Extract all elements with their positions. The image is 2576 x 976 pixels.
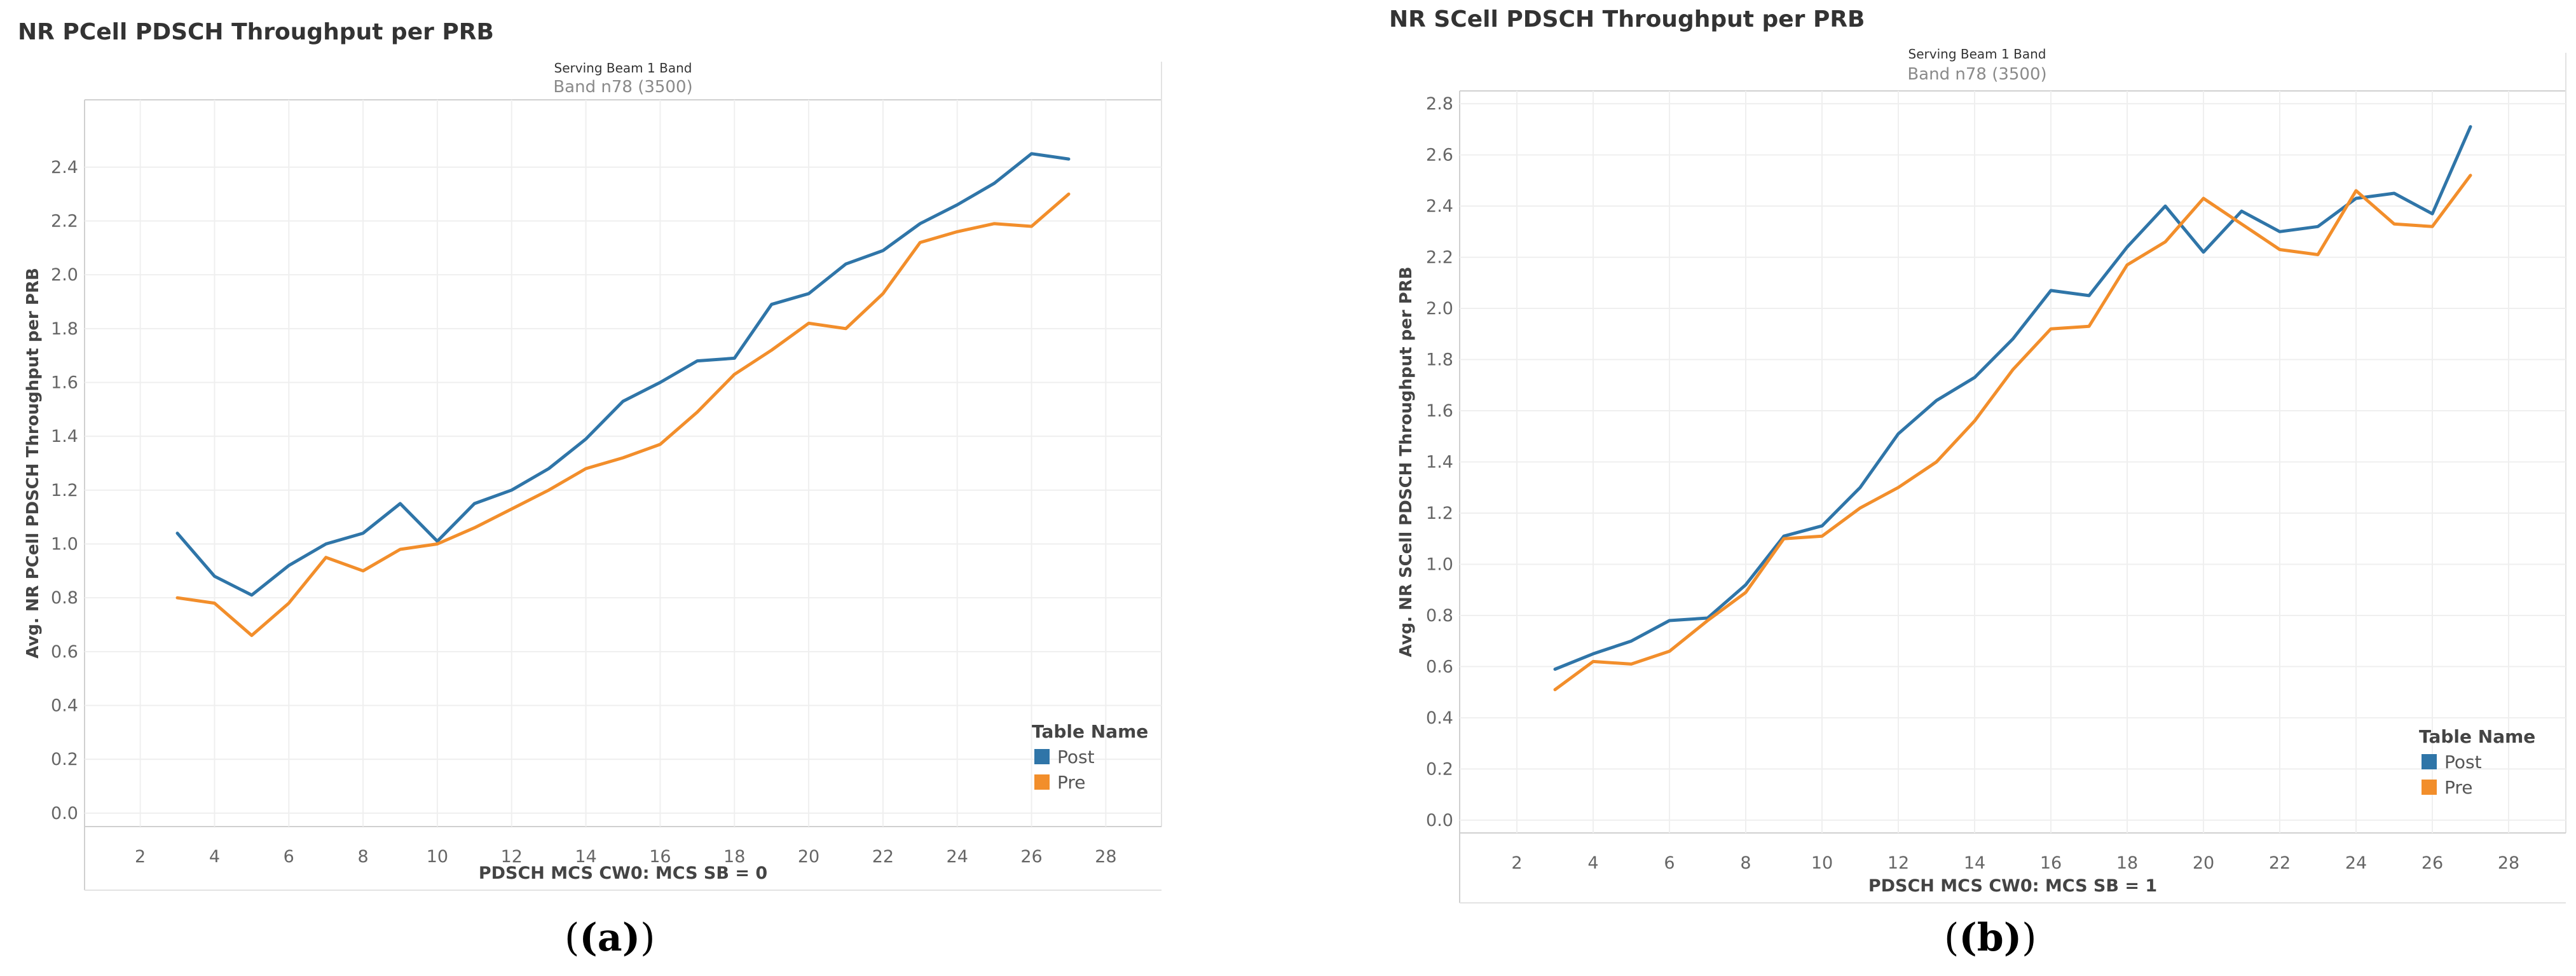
- x-tick-label: 10: [1811, 853, 1833, 873]
- y-tick-label: 0.6: [51, 642, 78, 662]
- x-tick-label: 14: [1964, 853, 1985, 873]
- series-line-post: [175, 152, 1071, 597]
- legend-label-post: Post: [2444, 752, 2482, 773]
- legend-swatch-pre: [1034, 774, 1050, 790]
- y-tick-label: 0.8: [1426, 606, 1453, 626]
- y-tick-label: 0.0: [51, 804, 78, 823]
- x-tick-label: 20: [2193, 853, 2214, 873]
- chart-panel-a: NR PCell PDSCH Throughput per PRB Servin…: [0, 0, 1246, 976]
- x-tick-label: 2: [1511, 853, 1522, 873]
- y-tick-label: 0.0: [1426, 811, 1453, 830]
- y-tick-label: 1.6: [1426, 401, 1453, 421]
- y-tick-label: 2.2: [1426, 248, 1453, 268]
- legend-label-pre: Pre: [1057, 772, 1086, 793]
- x-tick-label: 24: [947, 847, 968, 867]
- x-axis-title: PDSCH MCS CW0: MCS SB = 1: [1868, 876, 2157, 896]
- x-tick-label: 16: [649, 847, 671, 867]
- series-line-post: [1553, 125, 2472, 671]
- chart-title: NR SCell PDSCH Throughput per PRB: [1389, 6, 1865, 32]
- panel-caption-b: ((b)): [1944, 916, 2037, 960]
- y-tick-label: 2.6: [1426, 146, 1453, 165]
- y-tick-label: 0.2: [51, 750, 78, 769]
- y-tick-label: 1.4: [51, 427, 78, 446]
- x-tick-label: 12: [501, 847, 523, 867]
- x-tick-label: 22: [872, 847, 894, 867]
- x-tick-label: 18: [723, 847, 745, 867]
- y-tick-label: 1.0: [51, 535, 78, 554]
- x-tick-label: 22: [2269, 853, 2291, 873]
- y-axis-title: Avg. NR SCell PDSCH Throughput per PRB: [1397, 266, 1416, 657]
- x-tick-label: 28: [2498, 853, 2519, 873]
- header-band: Band n78 (3500): [553, 78, 693, 97]
- caption-letter: (a): [579, 916, 641, 960]
- header-label: Serving Beam 1 Band: [1908, 46, 2046, 62]
- y-tick-label: 0.6: [1426, 657, 1453, 677]
- y-tick-label: 2.8: [1426, 94, 1453, 114]
- series-line-pre: [1553, 174, 2472, 692]
- x-tick-label: 2: [135, 847, 146, 867]
- y-tick-label: 2.4: [51, 158, 78, 177]
- y-tick-label: 1.8: [51, 319, 78, 339]
- y-tick-label: 0.4: [51, 696, 78, 716]
- y-tick-label: 1.4: [1426, 453, 1453, 472]
- legend-label-post: Post: [1057, 746, 1095, 767]
- y-tick-label: 0.2: [1426, 759, 1453, 779]
- chart-title: NR PCell PDSCH Throughput per PRB: [18, 19, 494, 45]
- x-tick-label: 14: [575, 847, 596, 867]
- x-tick-label: 26: [1020, 847, 1042, 867]
- line-chart-a: 0.0 0.2 0.4 0.6 0.8 1.0 1.2 1.4 1.6 1.8 2.0 2.2 2.4 2…: [24, 62, 1162, 891]
- y-tick-label: 2.0: [1426, 299, 1453, 319]
- x-tick-label: 20: [798, 847, 819, 867]
- x-tick-label: 8: [358, 847, 369, 867]
- y-tick-label: 1.6: [51, 373, 78, 393]
- legend-swatch-post: [1034, 749, 1050, 764]
- legend-title: Table Name: [1032, 721, 1148, 742]
- y-tick-label: 1.2: [1426, 504, 1453, 523]
- header-label: Serving Beam 1 Band: [554, 60, 692, 76]
- y-tick-label: 1.8: [1426, 350, 1453, 370]
- y-tick-label: 2.4: [1426, 196, 1453, 216]
- y-tick-label: 0.8: [51, 588, 78, 608]
- x-tick-label: 12: [1887, 853, 1909, 873]
- x-tick-label: 16: [2040, 853, 2062, 873]
- x-tick-label: 4: [209, 847, 220, 867]
- chart-panel-b: NR SCell PDSCH Throughput per PRB Servin…: [1373, 0, 2576, 976]
- y-tick-label: 2.0: [51, 265, 78, 285]
- x-tick-label: 26: [2422, 853, 2443, 873]
- x-tick-label: 6: [284, 847, 294, 867]
- y-tick-label: 1.0: [1426, 554, 1453, 574]
- x-tick-label: 10: [427, 847, 448, 867]
- caption-letter: (b): [1959, 916, 2022, 960]
- legend-swatch-post: [2422, 754, 2437, 769]
- x-tick-label: 6: [1664, 853, 1675, 873]
- x-tick-label: 24: [2345, 853, 2367, 873]
- panel-caption-a: ((a)): [565, 916, 655, 960]
- header-band: Band n78 (3500): [1907, 65, 2047, 84]
- line-chart-b: 0.0 0.2 0.4 0.6 0.8 1.0 1.2 1.4 1.6 1.8 2.0 2.2 2.4 2…: [1397, 53, 2566, 904]
- legend-title: Table Name: [2419, 726, 2535, 747]
- y-tick-label: 0.4: [1426, 708, 1453, 728]
- y-tick-label: 2.2: [51, 212, 78, 231]
- x-tick-label: 4: [1587, 853, 1598, 873]
- y-axis-title: Avg. NR PCell PDSCH Throughput per PRB: [24, 268, 43, 659]
- x-tick-label: 28: [1095, 847, 1116, 867]
- legend-label-pre: Pre: [2444, 777, 2473, 798]
- y-tick-label: 1.2: [51, 481, 78, 500]
- x-tick-label: 18: [2116, 853, 2138, 873]
- x-tick-label: 8: [1740, 853, 1751, 873]
- x-axis-title: PDSCH MCS CW0: MCS SB = 0: [479, 863, 767, 883]
- legend-swatch-pre: [2422, 780, 2437, 795]
- series-line-pre: [175, 192, 1071, 637]
